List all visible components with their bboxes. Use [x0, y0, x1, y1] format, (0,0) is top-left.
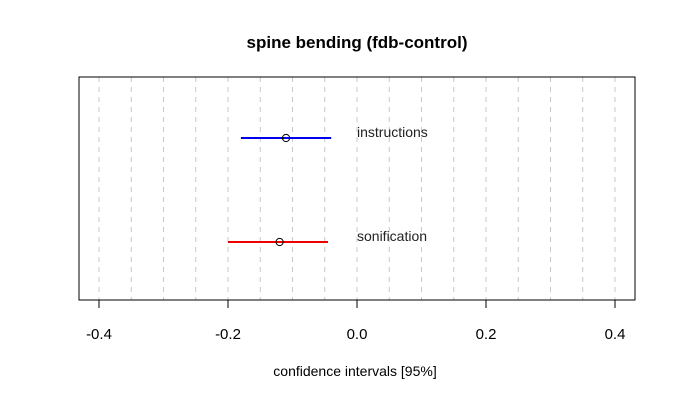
chart-title: spine bending (fdb-control) [247, 33, 468, 52]
x-tick-label: -0.2 [215, 326, 241, 343]
x-tick-label: 0.2 [476, 326, 497, 343]
x-tick-label: -0.4 [86, 326, 112, 343]
series-label-instructions: instructions [357, 124, 428, 140]
x-tick-label: 0.0 [347, 326, 368, 343]
x-axis-label: confidence intervals [95%] [273, 363, 436, 379]
point-estimate-instructions [281, 133, 291, 143]
x-axis: -0.4 -0.2 0.0 0.2 0.4 [86, 299, 626, 343]
series-label-sonification: sonification [357, 228, 427, 244]
series-marks: instructions sonification [228, 124, 428, 247]
x-tick-label: 0.4 [605, 326, 626, 343]
point-estimate-sonification [275, 237, 284, 247]
grid-lines [98, 77, 616, 300]
